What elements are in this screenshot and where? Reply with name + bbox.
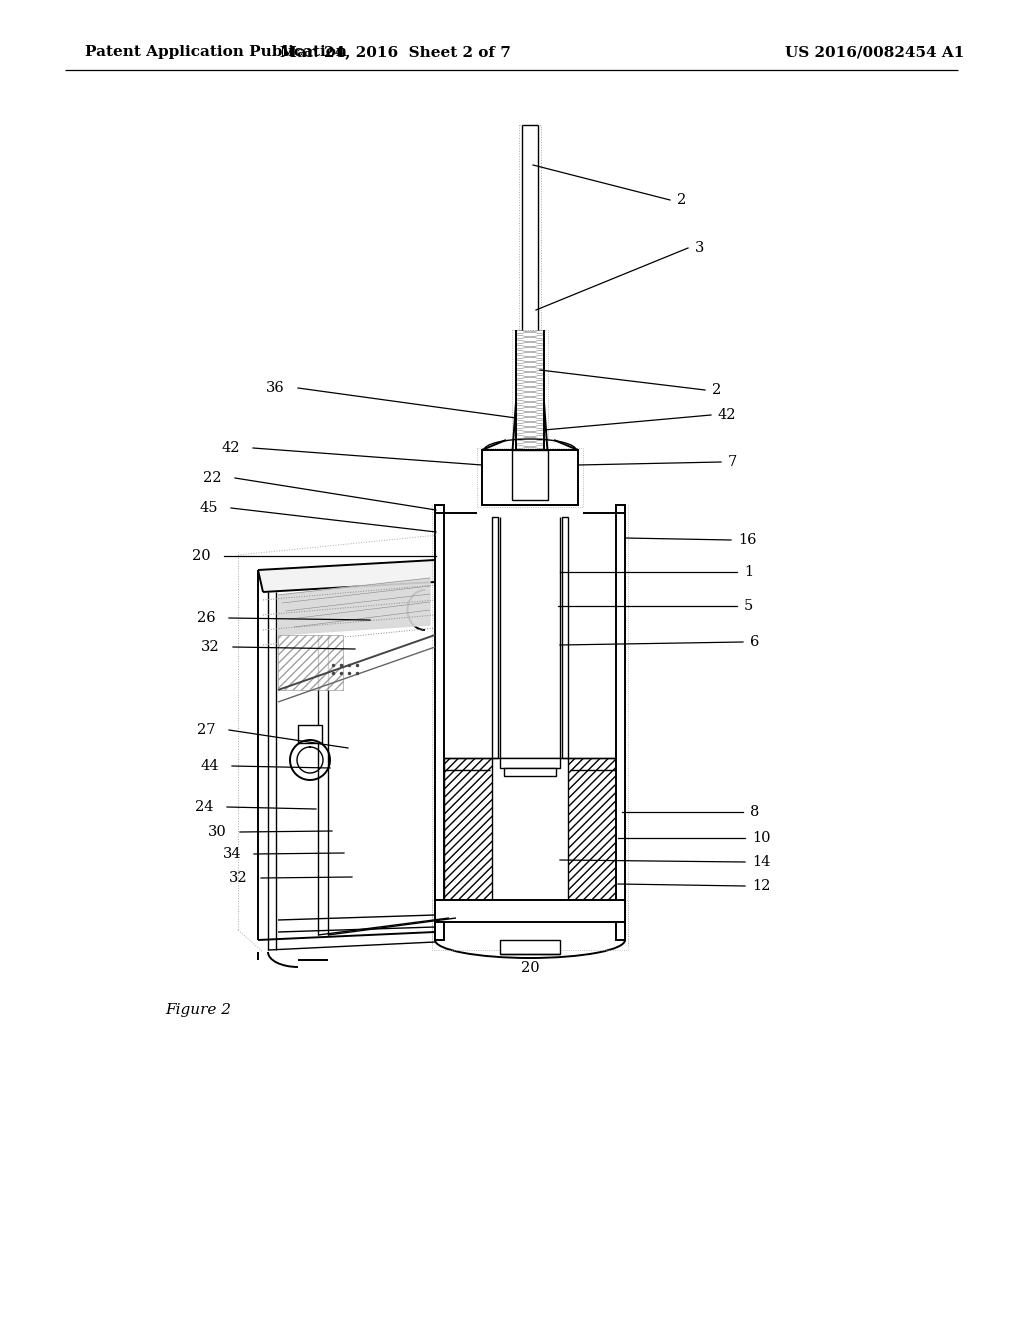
Bar (568, 758, 616, 900)
Bar (482, 450, 578, 506)
Text: 2: 2 (677, 193, 686, 207)
Bar (616, 506, 625, 940)
Bar (298, 725, 322, 743)
Text: 1: 1 (744, 565, 753, 579)
Bar (562, 517, 568, 758)
Text: 6: 6 (750, 635, 760, 649)
Text: 12: 12 (752, 879, 770, 894)
Text: 32: 32 (229, 871, 248, 884)
Text: 16: 16 (738, 533, 757, 546)
Bar (435, 900, 625, 921)
Text: 5: 5 (744, 599, 754, 612)
Text: 42: 42 (221, 441, 240, 455)
Text: 3: 3 (695, 242, 705, 255)
Bar (500, 940, 560, 954)
Text: 27: 27 (198, 723, 216, 737)
Text: 24: 24 (196, 800, 214, 814)
Bar (435, 506, 444, 940)
Text: 22: 22 (204, 471, 222, 484)
Text: Mar. 24, 2016  Sheet 2 of 7: Mar. 24, 2016 Sheet 2 of 7 (280, 45, 510, 59)
Bar (278, 635, 343, 690)
Text: Figure 2: Figure 2 (165, 1003, 231, 1016)
Text: 42: 42 (718, 408, 736, 422)
Text: 45: 45 (200, 502, 218, 515)
Polygon shape (278, 578, 430, 635)
Text: 10: 10 (752, 832, 770, 845)
Bar (444, 758, 492, 900)
Text: 30: 30 (208, 825, 227, 840)
Bar (512, 450, 548, 500)
Text: 20: 20 (520, 961, 540, 975)
Text: 32: 32 (202, 640, 220, 653)
Text: 8: 8 (750, 805, 760, 818)
Bar (500, 758, 560, 768)
Text: 26: 26 (198, 611, 216, 624)
Bar (492, 517, 498, 758)
Text: 36: 36 (266, 381, 285, 395)
Text: US 2016/0082454 A1: US 2016/0082454 A1 (785, 45, 965, 59)
Text: 44: 44 (201, 759, 219, 774)
Polygon shape (258, 560, 435, 591)
Text: 20: 20 (193, 549, 211, 564)
Text: 14: 14 (752, 855, 770, 869)
Bar (504, 768, 556, 776)
Text: 2: 2 (712, 383, 721, 397)
Text: 7: 7 (728, 455, 737, 469)
Text: Patent Application Publication: Patent Application Publication (85, 45, 347, 59)
Text: 34: 34 (222, 847, 241, 861)
